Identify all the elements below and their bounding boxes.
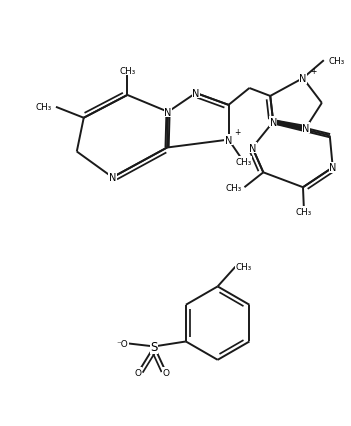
Text: CH₃: CH₃ (225, 183, 241, 192)
Text: N: N (270, 118, 277, 127)
Text: +: + (234, 128, 241, 137)
Text: N: N (192, 89, 199, 99)
Text: CH₃: CH₃ (329, 57, 345, 66)
Text: CH₃: CH₃ (235, 158, 252, 167)
Text: N: N (302, 124, 310, 133)
Text: O: O (163, 368, 170, 377)
Text: ⁻O: ⁻O (117, 339, 128, 348)
Text: +: + (310, 66, 316, 75)
Text: N: N (164, 107, 172, 118)
Text: O: O (135, 368, 142, 377)
Text: N: N (329, 163, 336, 173)
Text: S: S (151, 340, 158, 353)
Text: N: N (249, 143, 256, 153)
Text: CH₃: CH₃ (236, 262, 252, 271)
Text: N: N (109, 173, 116, 183)
Text: N: N (225, 135, 232, 145)
Text: CH₃: CH₃ (296, 207, 312, 216)
Text: N: N (299, 74, 307, 84)
Text: CH₃: CH₃ (36, 103, 52, 112)
Text: CH₃: CH₃ (119, 66, 135, 75)
